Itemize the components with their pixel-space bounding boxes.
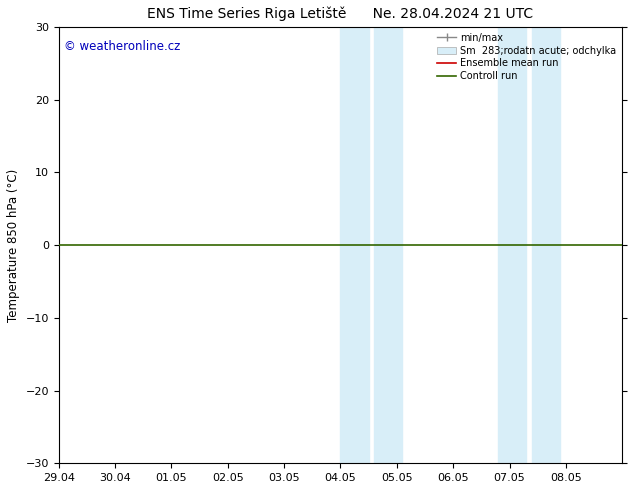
Bar xyxy=(532,27,560,464)
Legend: min/max, Sm  283;rodatn acute; odchylka, Ensemble mean run, Controll run: min/max, Sm 283;rodatn acute; odchylka, … xyxy=(433,29,620,85)
Text: © weatheronline.cz: © weatheronline.cz xyxy=(65,40,181,53)
Bar xyxy=(340,27,368,464)
Y-axis label: Temperature 850 hPa (°C): Temperature 850 hPa (°C) xyxy=(7,169,20,321)
Title: ENS Time Series Riga Letiště      Ne. 28.04.2024 21 UTC: ENS Time Series Riga Letiště Ne. 28.04.2… xyxy=(147,7,534,22)
Bar xyxy=(498,27,526,464)
Bar xyxy=(374,27,403,464)
